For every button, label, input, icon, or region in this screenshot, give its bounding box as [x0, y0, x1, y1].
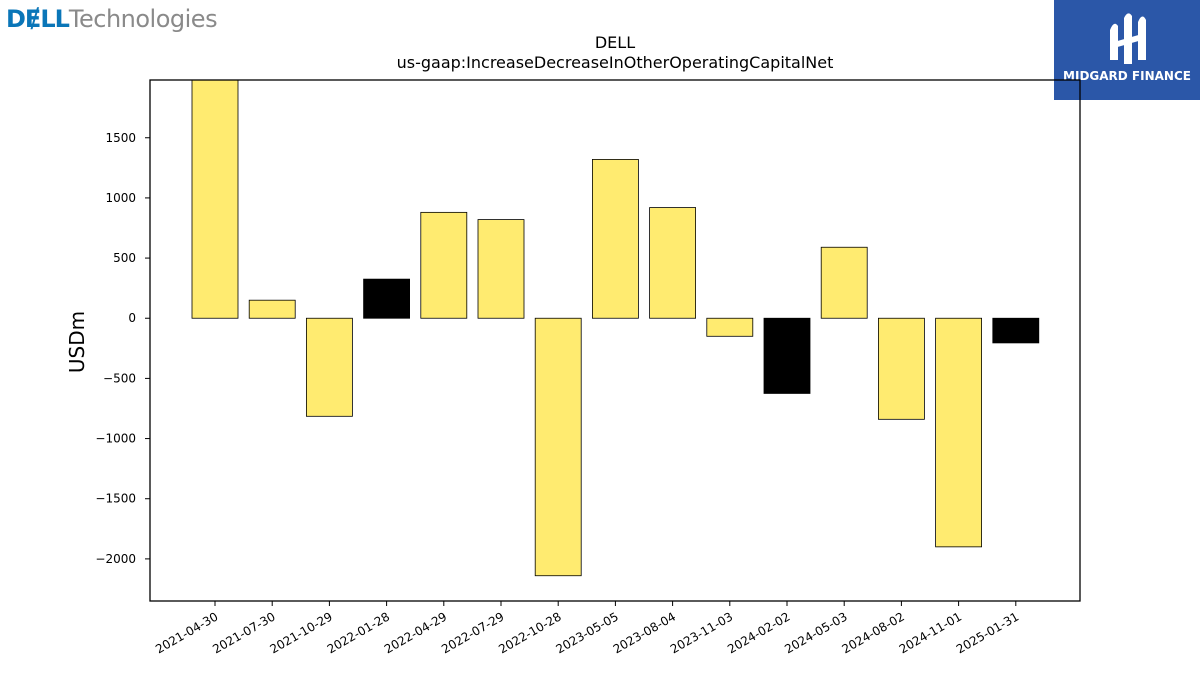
- x-tick-label: 2023-11-03: [668, 609, 735, 656]
- x-tick-label: 2022-10-28: [496, 609, 563, 656]
- plot-frame: [149, 79, 1081, 602]
- y-tick-label: 0: [128, 311, 136, 325]
- bar-2023-11-03: [706, 317, 754, 337]
- bar-2024-11-01: [935, 317, 982, 548]
- y-tick-label: −500: [103, 371, 136, 385]
- midgard-finance-logo: MIDGARD FINANCE: [1054, 0, 1200, 100]
- bar-2022-01-28: [363, 278, 411, 319]
- x-tick-label: 2024-11-01: [897, 609, 964, 656]
- x-tick-label: 2021-07-30: [210, 609, 277, 656]
- bar-2022-07-29: [477, 219, 525, 319]
- x-tick-label: 2023-08-04: [611, 609, 678, 656]
- y-tick-label: 1000: [105, 191, 136, 205]
- y-tick-label: 500: [113, 251, 136, 265]
- y-axis-ticks: 1500 1000 500 0 −500 −1000 −1500 −2000: [95, 131, 150, 566]
- bar-2025-01-31: [992, 317, 1040, 344]
- y-tick-label: −1500: [95, 492, 136, 506]
- bar-2021-04-30: [191, 79, 239, 319]
- dell-logo-brand: DɆLL: [6, 5, 70, 33]
- bar-2024-08-02: [878, 317, 925, 420]
- bar-2024-02-02: [763, 317, 811, 394]
- bar-2021-07-30: [248, 299, 296, 319]
- x-tick-label: 2021-10-29: [267, 609, 334, 656]
- dell-logo-suffix: Technologies: [68, 5, 218, 33]
- midgard-finance-text: MIDGARD FINANCE: [1063, 69, 1191, 83]
- bars-group: [191, 79, 1040, 577]
- y-axis-label: USDm: [65, 311, 89, 373]
- midgard-emblem-icon: [1110, 13, 1146, 64]
- bar-2024-05-03: [820, 246, 868, 319]
- bar-2022-04-29: [420, 211, 468, 319]
- x-tick-label: 2024-08-02: [839, 609, 906, 656]
- x-tick-label: 2022-04-29: [382, 609, 449, 656]
- x-tick-label: 2022-01-28: [325, 609, 392, 656]
- bar-2023-08-04: [649, 207, 696, 319]
- y-tick-label: 1500: [105, 131, 136, 145]
- dell-technologies-logo: DɆLL Technologies: [6, 2, 218, 36]
- chart-title: DELL: [595, 33, 635, 52]
- x-tick-label: 2025-01-31: [954, 609, 1021, 656]
- x-tick-label: 2024-02-02: [725, 609, 792, 656]
- bar-2022-10-28: [534, 317, 582, 577]
- x-tick-label: 2022-07-29: [439, 609, 506, 656]
- y-tick-label: −1000: [95, 432, 136, 446]
- x-tick-label: 2021-04-30: [153, 609, 220, 656]
- x-tick-label: 2023-05-05: [553, 609, 620, 656]
- x-tick-label: 2024-05-03: [782, 609, 849, 656]
- chart-subtitle: us-gaap:IncreaseDecreaseInOtherOperating…: [397, 53, 834, 72]
- bar-2021-10-29: [305, 317, 353, 417]
- bar-2023-05-05: [592, 159, 639, 319]
- x-axis-ticks: 2021-04-302021-07-302021-10-292022-01-28…: [153, 601, 1021, 656]
- y-tick-label: −2000: [95, 552, 136, 566]
